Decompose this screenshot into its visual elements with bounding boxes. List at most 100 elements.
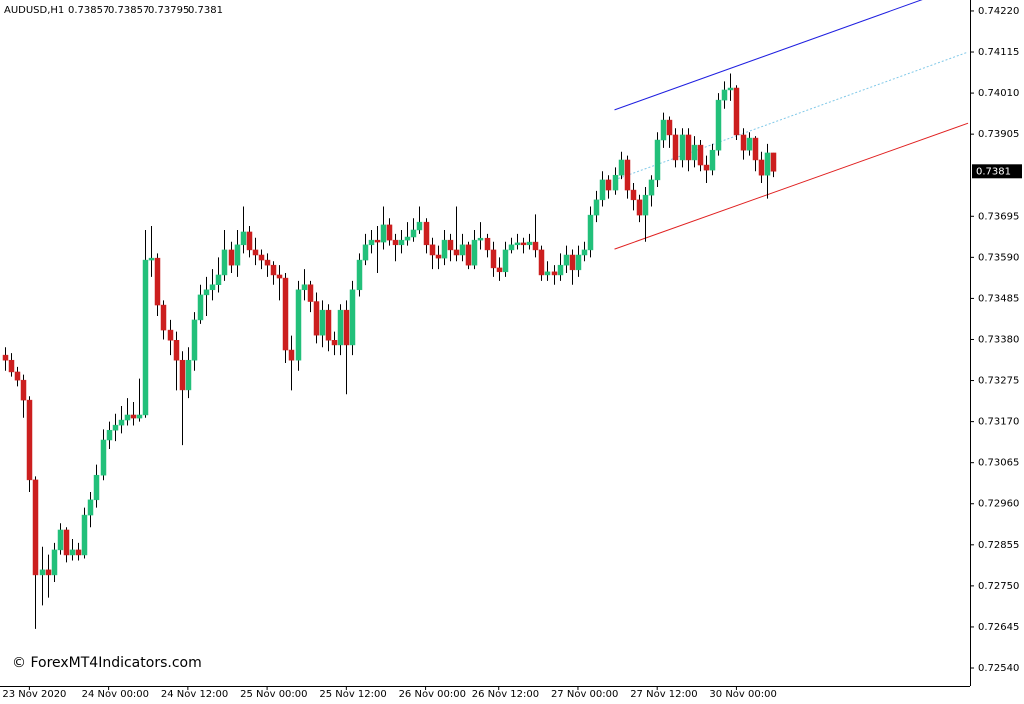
candle-body [441, 239, 448, 259]
candle-body [709, 149, 716, 171]
candle-body [526, 241, 533, 246]
y-tick-label: 0.72750 [978, 581, 1019, 592]
candle-body [325, 309, 332, 341]
candle-body [758, 159, 765, 176]
candle-body [301, 284, 308, 291]
candle-body [733, 87, 740, 136]
x-tick-label: 27 Nov 00:00 [551, 689, 618, 700]
candle-body [587, 214, 594, 251]
candle-body [410, 229, 417, 238]
candle-body [654, 139, 661, 181]
candle-body [575, 254, 582, 271]
header-low: 0.73795 [148, 5, 189, 16]
candle-body [112, 424, 119, 431]
candle-body [319, 309, 326, 336]
candle-body [100, 439, 107, 476]
candle-body [435, 254, 442, 259]
candle-body [368, 239, 375, 246]
candle-body [630, 189, 637, 201]
y-tick-label: 0.73065 [978, 458, 1019, 469]
candle-body [264, 259, 271, 266]
candle-body [459, 244, 466, 256]
x-tick-label: 24 Nov 12:00 [161, 689, 228, 700]
x-tick-label: 26 Nov 00:00 [399, 689, 466, 700]
candle-body [258, 254, 265, 261]
y-tick-label: 0.72645 [978, 622, 1019, 633]
y-tick-label: 0.73905 [978, 129, 1019, 140]
candle-body [197, 294, 204, 321]
candle-body [484, 237, 491, 251]
candle-body [386, 224, 393, 241]
y-tick-label: 0.72540 [978, 663, 1019, 674]
x-tick-label: 27 Nov 12:00 [630, 689, 697, 700]
candle-body [746, 137, 753, 151]
candle-body [770, 152, 777, 172]
y-tick-label: 0.73170 [978, 417, 1019, 428]
candle-body [404, 236, 411, 241]
candle-body [136, 414, 143, 419]
candle-body [599, 179, 606, 201]
price-box [972, 164, 1022, 179]
candle-body [142, 259, 149, 416]
y-tick-label: 0.74010 [978, 88, 1019, 99]
plot-area [2, 0, 969, 629]
candle-body [636, 199, 643, 216]
candle-body [490, 249, 497, 269]
watermark: © ForexMT4Indicators.com [12, 655, 202, 671]
candle-body [624, 159, 631, 191]
candle-body [81, 514, 88, 556]
candle-body [313, 301, 320, 336]
y-tick-label: 0.73275 [978, 376, 1019, 387]
candle-body [295, 289, 302, 361]
candle-body [429, 244, 436, 256]
candle-body [209, 284, 216, 291]
candle-body [8, 359, 15, 373]
candle-body [51, 549, 58, 576]
candle-body [148, 257, 155, 261]
candle-body [124, 414, 131, 421]
candle-body [740, 134, 747, 151]
candle-body [642, 194, 649, 216]
x-tick-label: 26 Nov 12:00 [472, 689, 539, 700]
candle-body [343, 309, 350, 346]
y-tick-label: 0.74220 [978, 6, 1019, 17]
candle-body [374, 239, 381, 243]
candle-body [337, 309, 344, 346]
channel-line [614, 0, 923, 111]
candle-body [672, 134, 679, 161]
candle-body [697, 144, 704, 166]
candle-body [20, 379, 27, 401]
x-tick-label: 30 Nov 00:00 [709, 689, 776, 700]
candle-body [612, 174, 619, 191]
candle-body [191, 319, 198, 361]
candle-body [215, 274, 222, 285]
candle-body [130, 414, 137, 419]
candle-body [14, 371, 21, 381]
candle-body [362, 244, 369, 261]
price-label: 0.7381 [976, 166, 1011, 177]
x-tick-label: 25 Nov 12:00 [319, 689, 386, 700]
candle-body [514, 242, 521, 246]
header-high: 0.73857 [108, 5, 149, 16]
x-tick-label: 25 Nov 00:00 [240, 689, 307, 700]
candle-body [331, 340, 338, 346]
candle-body [416, 221, 423, 231]
candle-body [63, 529, 70, 556]
candle-body [715, 99, 722, 151]
candle-body [721, 89, 728, 101]
candle-body [423, 221, 430, 246]
candle-body [185, 359, 192, 391]
candle-body [465, 244, 472, 266]
candle-body [270, 264, 277, 276]
candle-body [154, 257, 161, 306]
candle-body [179, 359, 186, 391]
candle-body [703, 164, 710, 171]
candle-body [228, 249, 235, 266]
candle-body [593, 199, 600, 216]
candle-body [240, 231, 247, 246]
candle-body [679, 134, 686, 161]
candle-body [563, 254, 570, 266]
candle-body [764, 152, 771, 176]
candle-body [282, 277, 289, 351]
candle-body [160, 304, 167, 331]
